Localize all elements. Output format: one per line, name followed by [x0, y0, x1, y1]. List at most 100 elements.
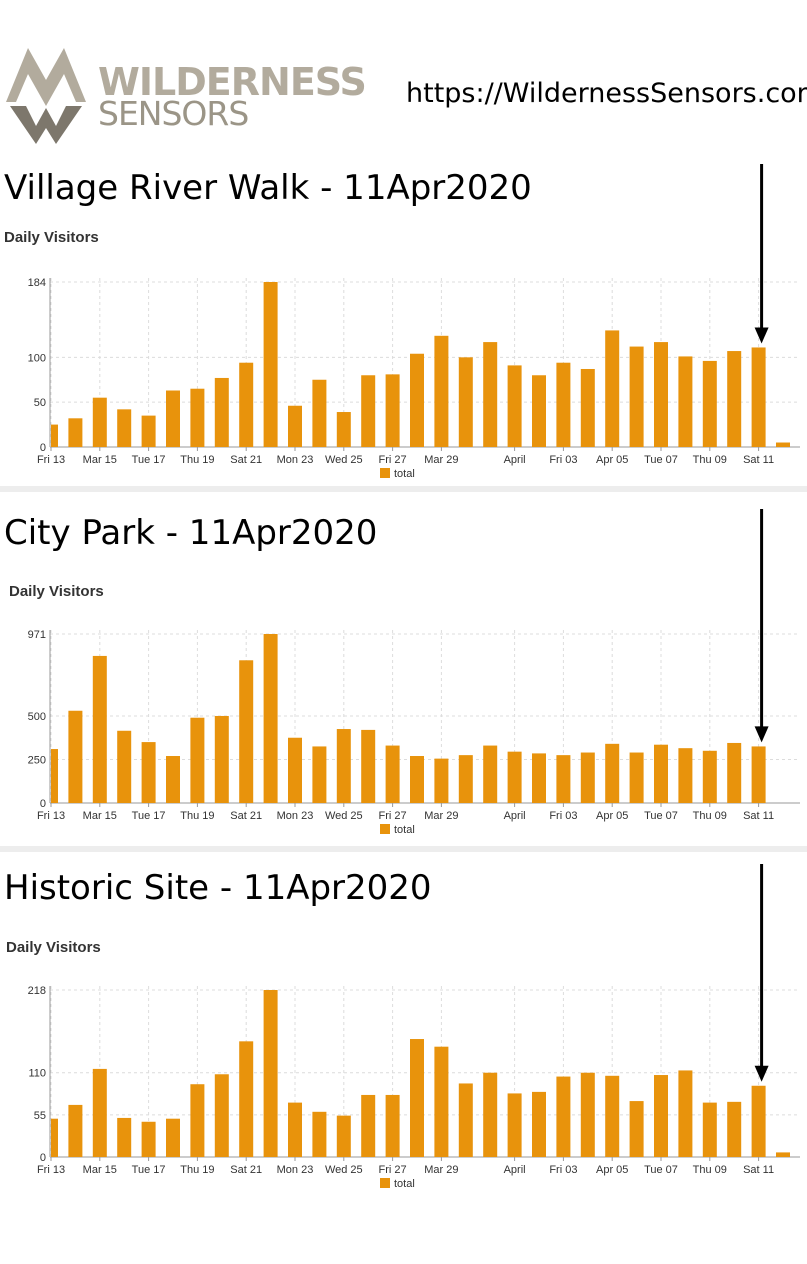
bar[interactable] — [434, 758, 449, 803]
bar[interactable] — [312, 1111, 327, 1157]
bar[interactable] — [678, 748, 693, 803]
bar[interactable] — [410, 353, 424, 447]
bar[interactable] — [458, 755, 473, 803]
bar[interactable] — [92, 655, 107, 803]
bar[interactable] — [336, 1115, 351, 1157]
bar[interactable] — [288, 737, 302, 803]
bar[interactable] — [361, 1094, 376, 1157]
bar[interactable] — [605, 743, 620, 803]
x-tick-label: Mon 23 — [277, 810, 314, 822]
bar[interactable] — [385, 745, 400, 803]
bar[interactable] — [68, 1104, 83, 1157]
bar[interactable] — [385, 374, 400, 447]
bar[interactable] — [166, 756, 180, 803]
bar[interactable] — [483, 745, 498, 803]
bar[interactable] — [702, 750, 717, 803]
bar[interactable] — [654, 744, 668, 803]
bar[interactable] — [336, 412, 351, 447]
bar[interactable] — [92, 397, 107, 447]
bar[interactable] — [166, 1118, 180, 1157]
bar[interactable] — [239, 660, 254, 803]
x-tick-label: Apr 05 — [596, 454, 628, 466]
bar[interactable] — [507, 751, 522, 803]
bar[interactable] — [263, 282, 278, 447]
bar[interactable] — [68, 418, 83, 447]
bar[interactable] — [629, 346, 644, 447]
bar[interactable] — [361, 375, 376, 447]
bar[interactable] — [92, 1068, 107, 1157]
bar[interactable] — [288, 405, 302, 447]
bar[interactable] — [654, 342, 668, 447]
bar[interactable] — [605, 1075, 620, 1157]
bar[interactable] — [605, 330, 620, 447]
bar[interactable] — [68, 710, 83, 803]
bar[interactable] — [727, 351, 742, 447]
bar[interactable] — [51, 1118, 58, 1157]
legend-label[interactable]: total — [394, 468, 415, 480]
chart-title: Daily Visitors — [6, 939, 101, 956]
bar[interactable] — [556, 1076, 571, 1157]
bar[interactable] — [141, 1121, 156, 1157]
legend-label[interactable]: total — [394, 824, 415, 836]
bar[interactable] — [458, 1083, 473, 1157]
bar[interactable] — [483, 1072, 498, 1157]
bar[interactable] — [751, 347, 766, 447]
bar[interactable] — [214, 1074, 229, 1157]
bar[interactable] — [776, 442, 790, 447]
bar[interactable] — [727, 1101, 742, 1157]
bar[interactable] — [580, 752, 595, 803]
bar[interactable] — [410, 756, 424, 803]
bar[interactable] — [190, 717, 205, 803]
bar[interactable] — [556, 362, 571, 447]
bar[interactable] — [483, 342, 498, 447]
bar[interactable] — [117, 409, 132, 447]
bar[interactable] — [361, 729, 376, 803]
bar[interactable] — [117, 1117, 132, 1157]
bar[interactable] — [654, 1075, 668, 1157]
bar[interactable] — [702, 1102, 717, 1157]
bar[interactable] — [458, 357, 473, 447]
bar[interactable] — [141, 742, 156, 803]
bar[interactable] — [263, 634, 278, 803]
bar[interactable] — [239, 1041, 254, 1157]
bar[interactable] — [751, 1085, 766, 1157]
bar[interactable] — [751, 746, 766, 803]
bar[interactable] — [190, 1084, 205, 1157]
bar[interactable] — [532, 1091, 546, 1157]
bar[interactable] — [507, 365, 522, 447]
bar[interactable] — [507, 1093, 522, 1157]
bar[interactable] — [678, 356, 693, 447]
bar[interactable] — [385, 1094, 400, 1157]
bar[interactable] — [629, 752, 644, 803]
bar[interactable] — [434, 335, 449, 447]
bar[interactable] — [51, 749, 58, 803]
bar[interactable] — [702, 360, 717, 447]
bar[interactable] — [214, 715, 229, 803]
bar[interactable] — [727, 742, 742, 803]
bar[interactable] — [410, 1039, 424, 1157]
bar[interactable] — [263, 990, 278, 1157]
legend-label[interactable]: total — [394, 1178, 415, 1190]
bar[interactable] — [117, 730, 132, 803]
bar[interactable] — [580, 368, 595, 447]
bar[interactable] — [580, 1072, 595, 1157]
bar[interactable] — [336, 729, 351, 803]
bar[interactable] — [239, 362, 254, 447]
bar[interactable] — [434, 1046, 449, 1157]
bar[interactable] — [532, 753, 546, 803]
x-tick-label: Fri 13 — [37, 810, 65, 822]
bar[interactable] — [141, 415, 156, 447]
bar[interactable] — [678, 1070, 693, 1157]
bar[interactable] — [532, 375, 546, 447]
website-url[interactable]: https://WildernessSensors.com — [406, 78, 807, 109]
bar[interactable] — [312, 379, 327, 447]
bar[interactable] — [51, 424, 58, 447]
bar[interactable] — [288, 1102, 302, 1157]
bar[interactable] — [166, 390, 180, 447]
bar[interactable] — [312, 746, 327, 803]
bar[interactable] — [776, 1152, 790, 1157]
bar[interactable] — [556, 755, 571, 803]
bar[interactable] — [629, 1101, 644, 1157]
bar[interactable] — [214, 377, 229, 447]
bar[interactable] — [190, 388, 205, 447]
